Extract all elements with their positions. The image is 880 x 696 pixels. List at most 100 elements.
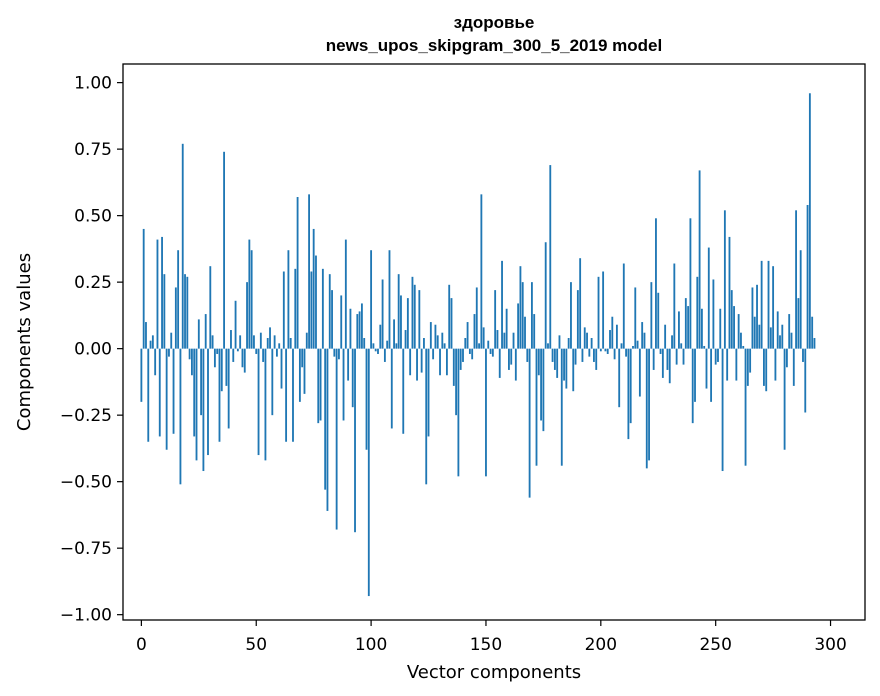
bar	[360, 303, 363, 349]
bar	[255, 348, 258, 354]
bar	[792, 348, 795, 386]
bar	[402, 348, 405, 434]
bar	[774, 348, 777, 381]
y-tick-label: 0.50	[74, 207, 112, 227]
bar	[638, 348, 641, 397]
bar	[312, 228, 315, 349]
bar	[760, 260, 763, 349]
bar	[468, 348, 471, 354]
bar	[257, 348, 260, 456]
bar	[606, 348, 609, 354]
bar	[583, 327, 586, 349]
bar	[303, 348, 306, 394]
bar	[753, 316, 756, 349]
y-axis-label: Components values	[14, 253, 35, 431]
bar	[806, 205, 809, 349]
bar	[804, 348, 807, 413]
bar	[657, 292, 660, 349]
bar	[593, 348, 595, 362]
bar	[785, 348, 788, 368]
bar	[145, 322, 147, 349]
bar	[558, 335, 561, 349]
bar	[733, 306, 735, 349]
bar	[567, 338, 570, 349]
bar	[510, 348, 513, 365]
bar	[321, 268, 324, 349]
bar	[540, 348, 543, 421]
bar	[512, 332, 515, 349]
bar	[751, 287, 754, 349]
bar	[537, 348, 540, 376]
bar	[491, 348, 494, 357]
bar	[563, 348, 565, 381]
bar	[186, 276, 189, 349]
bar	[687, 306, 690, 349]
bar	[627, 348, 630, 440]
bar	[349, 308, 352, 349]
bar	[374, 348, 377, 352]
bar	[154, 348, 157, 376]
bar	[473, 314, 476, 349]
bar	[315, 255, 317, 349]
bar	[572, 348, 575, 392]
bar	[197, 319, 200, 349]
x-axis-ticks: 0 50 100 150 200 250 300	[136, 620, 847, 655]
bar	[726, 348, 729, 381]
bar	[163, 274, 166, 349]
y-tick-label: 0.00	[74, 340, 112, 360]
bar	[533, 314, 536, 349]
bar	[560, 348, 563, 466]
bar	[179, 348, 182, 485]
bar	[271, 348, 274, 416]
bar	[684, 298, 687, 349]
bar	[579, 258, 582, 349]
bar	[429, 322, 432, 349]
x-tick-label: 0	[136, 635, 147, 655]
bar	[570, 282, 572, 349]
bar	[393, 319, 395, 349]
bar	[719, 308, 722, 349]
bar	[445, 348, 448, 376]
bar	[308, 194, 310, 349]
bar	[383, 348, 386, 362]
bar	[783, 348, 786, 450]
bar	[664, 324, 667, 349]
bar-series	[140, 93, 816, 597]
bar	[220, 348, 223, 392]
bar	[140, 348, 143, 402]
bar	[450, 298, 453, 349]
bar	[698, 170, 701, 349]
bar	[556, 348, 559, 378]
bar	[689, 218, 692, 349]
bar	[723, 210, 726, 349]
x-tick-label: 150	[470, 635, 502, 655]
bar	[788, 314, 791, 349]
bar	[432, 348, 435, 360]
bar	[388, 250, 391, 349]
bar	[521, 282, 524, 349]
bar	[652, 348, 655, 370]
bar	[588, 348, 591, 357]
bar	[324, 348, 327, 490]
bar	[230, 330, 232, 349]
bar	[519, 266, 522, 349]
bar	[703, 345, 706, 349]
bar	[335, 348, 338, 530]
bar	[551, 348, 554, 362]
bar	[338, 348, 340, 360]
bar	[710, 348, 713, 402]
bar	[528, 348, 531, 498]
bar	[425, 348, 428, 485]
bar	[305, 332, 308, 349]
bar	[599, 348, 602, 352]
bar	[730, 290, 733, 349]
bar	[317, 348, 320, 424]
bar	[758, 324, 761, 349]
bar	[439, 348, 441, 376]
bar	[188, 348, 191, 360]
bar	[737, 314, 740, 349]
bar	[381, 279, 384, 349]
bar	[390, 348, 393, 429]
bar	[595, 348, 598, 370]
bar	[705, 348, 708, 389]
